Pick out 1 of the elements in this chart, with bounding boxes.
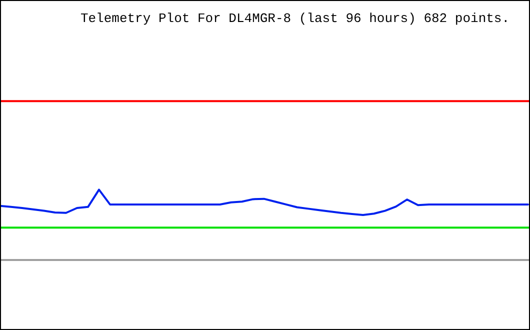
- chart-title: Telemetry Plot For DL4MGR-8 (last 96 hours) 682 points.: [80, 11, 510, 26]
